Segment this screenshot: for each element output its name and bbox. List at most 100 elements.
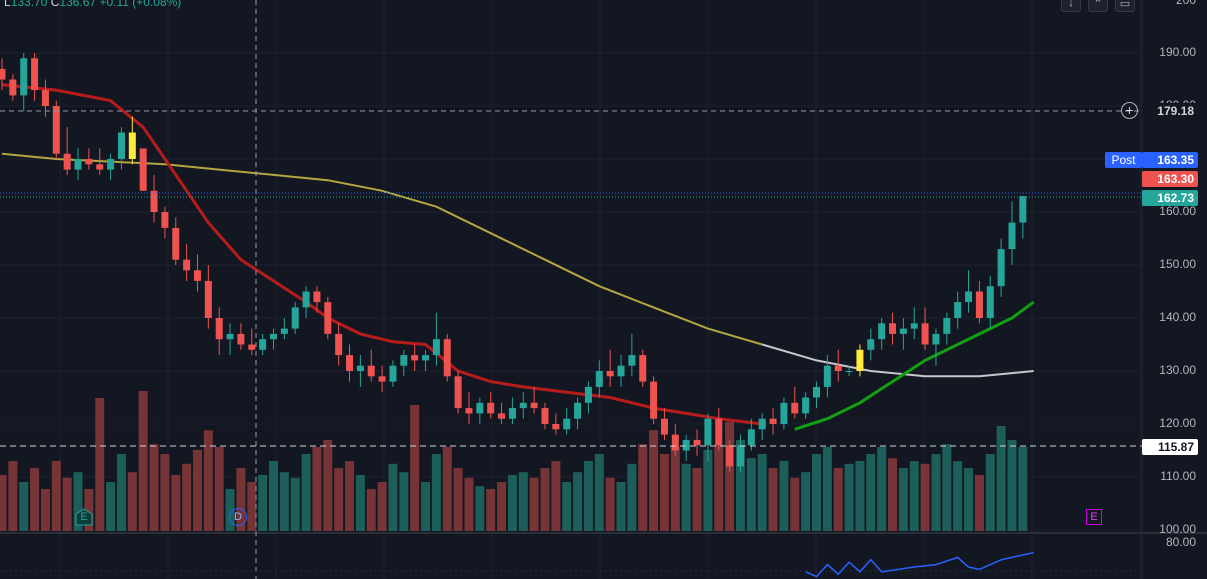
fast-moving-average-up (794, 300, 1035, 431)
candle-body (617, 365, 625, 377)
volume-bar (106, 482, 116, 531)
low-label: L (4, 0, 11, 9)
candle-body (443, 339, 451, 377)
indicator-pane (0, 551, 1142, 578)
volume-bar (475, 486, 485, 531)
candle-body (150, 190, 158, 212)
earnings-future-marker[interactable]: E (1086, 509, 1102, 525)
candle-body (139, 148, 147, 191)
candle-body (476, 402, 484, 414)
volume-bar (670, 447, 680, 531)
volume-bar (616, 482, 626, 531)
volume-bar (996, 426, 1006, 531)
candle-body (1019, 196, 1027, 223)
candle-body (0, 68, 6, 80)
volume-bar (62, 477, 72, 531)
chart-overlays (0, 0, 1142, 579)
earnings-marker-label: E (80, 511, 88, 523)
volume-bar (540, 468, 550, 531)
candle-body (856, 349, 864, 371)
candle-body (921, 323, 929, 345)
volume-bar (214, 447, 224, 531)
post-market-badge: Post (1105, 152, 1142, 168)
slow-moving-average-flat (761, 343, 1034, 378)
volume-bar (127, 472, 137, 531)
slow-moving-average (1, 152, 763, 346)
volume-bars (0, 391, 1028, 531)
volume-bar (659, 454, 669, 531)
candle-body (270, 333, 277, 340)
window-icon[interactable]: ▭ (1115, 0, 1135, 12)
volume-bar (725, 421, 735, 531)
candle-body (584, 386, 592, 403)
volume-bar (812, 454, 821, 531)
candle-body (117, 132, 125, 159)
candle-body (791, 402, 799, 414)
candle-body (96, 164, 104, 170)
candle-body (226, 333, 234, 340)
dividend-marker[interactable]: D (229, 508, 247, 526)
earnings-marker[interactable]: E (75, 508, 93, 526)
volume-bar (421, 482, 431, 531)
volume-bar (931, 454, 941, 531)
candle-body (813, 386, 820, 398)
volume-bar (953, 461, 963, 531)
candle-body (660, 418, 668, 435)
candle-body (519, 402, 527, 409)
volume-bar (757, 454, 767, 531)
volume-bar (334, 468, 344, 531)
volume-bar (833, 468, 843, 531)
volume-bar (583, 461, 593, 531)
last-price-green: 162.73 (1142, 190, 1198, 206)
volume-bar (529, 477, 539, 531)
volume-bar (269, 461, 278, 531)
volume-bar (410, 405, 420, 531)
add-alert-icon[interactable]: + (1121, 102, 1138, 119)
last-price-red: 163.30 (1142, 171, 1198, 187)
candle-body (910, 323, 918, 329)
volume-bar (116, 454, 126, 531)
volume-bar (703, 449, 713, 531)
candlesticks (0, 53, 1027, 472)
candle-body (823, 365, 831, 387)
volume-bar (551, 461, 561, 531)
volume-bar (84, 489, 94, 531)
candle-body (422, 355, 430, 361)
volume-bar (790, 477, 800, 531)
price-tick-top: 200 (1175, 0, 1196, 7)
volume-bar (279, 472, 289, 531)
close-value: 136.67 (59, 0, 97, 9)
volume-bar (497, 482, 507, 531)
price-tick: 160.00 (1159, 204, 1196, 218)
volume-bar (920, 463, 930, 531)
candle-body (411, 355, 419, 361)
close-label: C (50, 0, 60, 9)
change-value: +0.11 (+0.08%) (99, 0, 182, 9)
candle-body (20, 58, 28, 96)
price-tick: 130.00 (1159, 363, 1196, 377)
volume-bar (573, 472, 583, 531)
volume-bar (779, 461, 789, 531)
volume-bar (768, 468, 778, 531)
candle-body (346, 355, 354, 371)
volume-bar (431, 454, 441, 531)
volume-bar (399, 472, 409, 531)
candle-body (400, 355, 408, 366)
volume-bar (464, 477, 474, 531)
volume-bar (192, 449, 202, 531)
candle-body (530, 402, 538, 409)
candle-body (215, 318, 223, 340)
candle-body (454, 376, 462, 409)
candle-body (193, 270, 201, 281)
caret-up-icon[interactable]: ⌃ (1088, 0, 1108, 12)
price-tick: 140.00 (1159, 310, 1196, 324)
candle-body (248, 344, 256, 350)
arrow-down-icon[interactable]: ↓ (1061, 0, 1081, 12)
volume-bar (182, 463, 192, 531)
volume-bar (258, 475, 268, 531)
candle-body (878, 323, 886, 340)
candle-body (324, 302, 332, 334)
candle-body (107, 159, 115, 170)
volume-bar (95, 398, 105, 531)
